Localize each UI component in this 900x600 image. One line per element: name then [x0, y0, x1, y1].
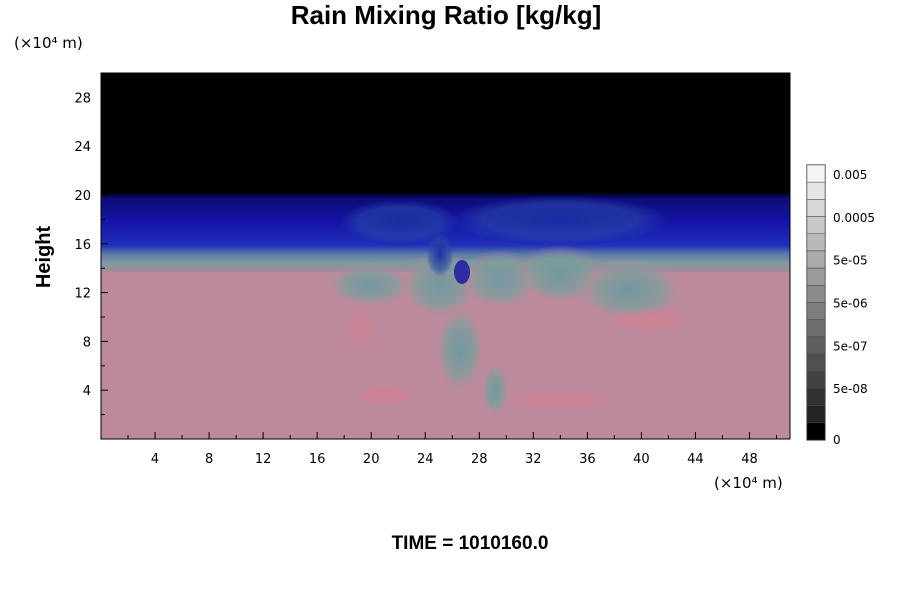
y-tick-label: 28	[74, 91, 91, 106]
y-unit-label: (×10⁴ m)	[14, 34, 83, 52]
x-tick-label: 36	[579, 452, 596, 467]
colorbar-step	[806, 164, 826, 183]
x-tick-label: 16	[309, 452, 326, 467]
colorbar-step	[806, 319, 826, 338]
colorbar: 0.005 0.0005 5e-05 5e-06 5e-07 5e-08 0	[806, 164, 875, 447]
x-axis-ticks: 4 8 12 16 20 24 28 32 36 40 44 48	[127, 432, 777, 467]
x-tick-label: 4	[151, 452, 159, 467]
y-tick-label: 4	[83, 384, 91, 399]
y-tick-label: 24	[74, 140, 91, 155]
time-label: TIME = 1010160.0	[392, 533, 549, 554]
colorbar-step	[806, 371, 826, 389]
field-plumes	[325, 196, 685, 418]
colorbar-step	[806, 302, 826, 320]
colorbar-label: 0.005	[833, 168, 867, 182]
field-top-black	[101, 73, 790, 197]
colorbar-step	[806, 216, 826, 234]
x-tick-label: 44	[687, 452, 704, 467]
colorbar-step	[806, 285, 826, 303]
colorbar-step	[806, 233, 826, 252]
colorbar-step	[806, 336, 826, 355]
colorbar-label: 0	[833, 433, 841, 447]
colorbar-label: 5e-06	[833, 297, 868, 311]
y-tick-label: 12	[74, 287, 91, 302]
colorbar-step	[806, 388, 826, 406]
y-tick-label: 16	[74, 238, 91, 253]
colorbar-step	[806, 181, 826, 200]
colorbar-steps	[806, 164, 826, 441]
x-tick-label: 32	[525, 452, 542, 467]
y-axis-label: Height	[33, 226, 55, 289]
y-tick-label: 8	[83, 335, 91, 350]
field	[101, 73, 790, 439]
chart-title: Rain Mixing Ratio [kg/kg]	[291, 0, 602, 30]
colorbar-label: 5e-07	[833, 339, 868, 353]
x-tick-label: 40	[633, 452, 650, 467]
x-tick-label: 24	[417, 452, 434, 467]
y-axis-ticks: 4 8 12 16 20 24 28	[74, 91, 108, 416]
colorbar-label: 5e-08	[833, 382, 868, 396]
x-tick-label: 28	[471, 452, 488, 467]
colorbar-step	[806, 353, 826, 372]
colorbar-step	[806, 267, 826, 286]
x-tick-label: 12	[255, 452, 272, 467]
colorbar-label: 0.0005	[833, 211, 875, 225]
x-tick-label: 20	[363, 452, 380, 467]
x-unit-label: (×10⁴ m)	[714, 474, 783, 492]
colorbar-step	[806, 405, 826, 424]
colorbar-labels: 0.005 0.0005 5e-05 5e-06 5e-07 5e-08 0	[833, 168, 875, 447]
plot-frame	[100, 72, 791, 440]
x-tick-label: 48	[741, 452, 758, 467]
x-tick-label: 8	[205, 452, 213, 467]
y-tick-label: 20	[74, 189, 91, 204]
colorbar-label: 5e-05	[833, 254, 868, 268]
colorbar-step	[806, 199, 826, 217]
colorbar-step	[806, 250, 826, 269]
colorbar-step	[806, 422, 826, 441]
